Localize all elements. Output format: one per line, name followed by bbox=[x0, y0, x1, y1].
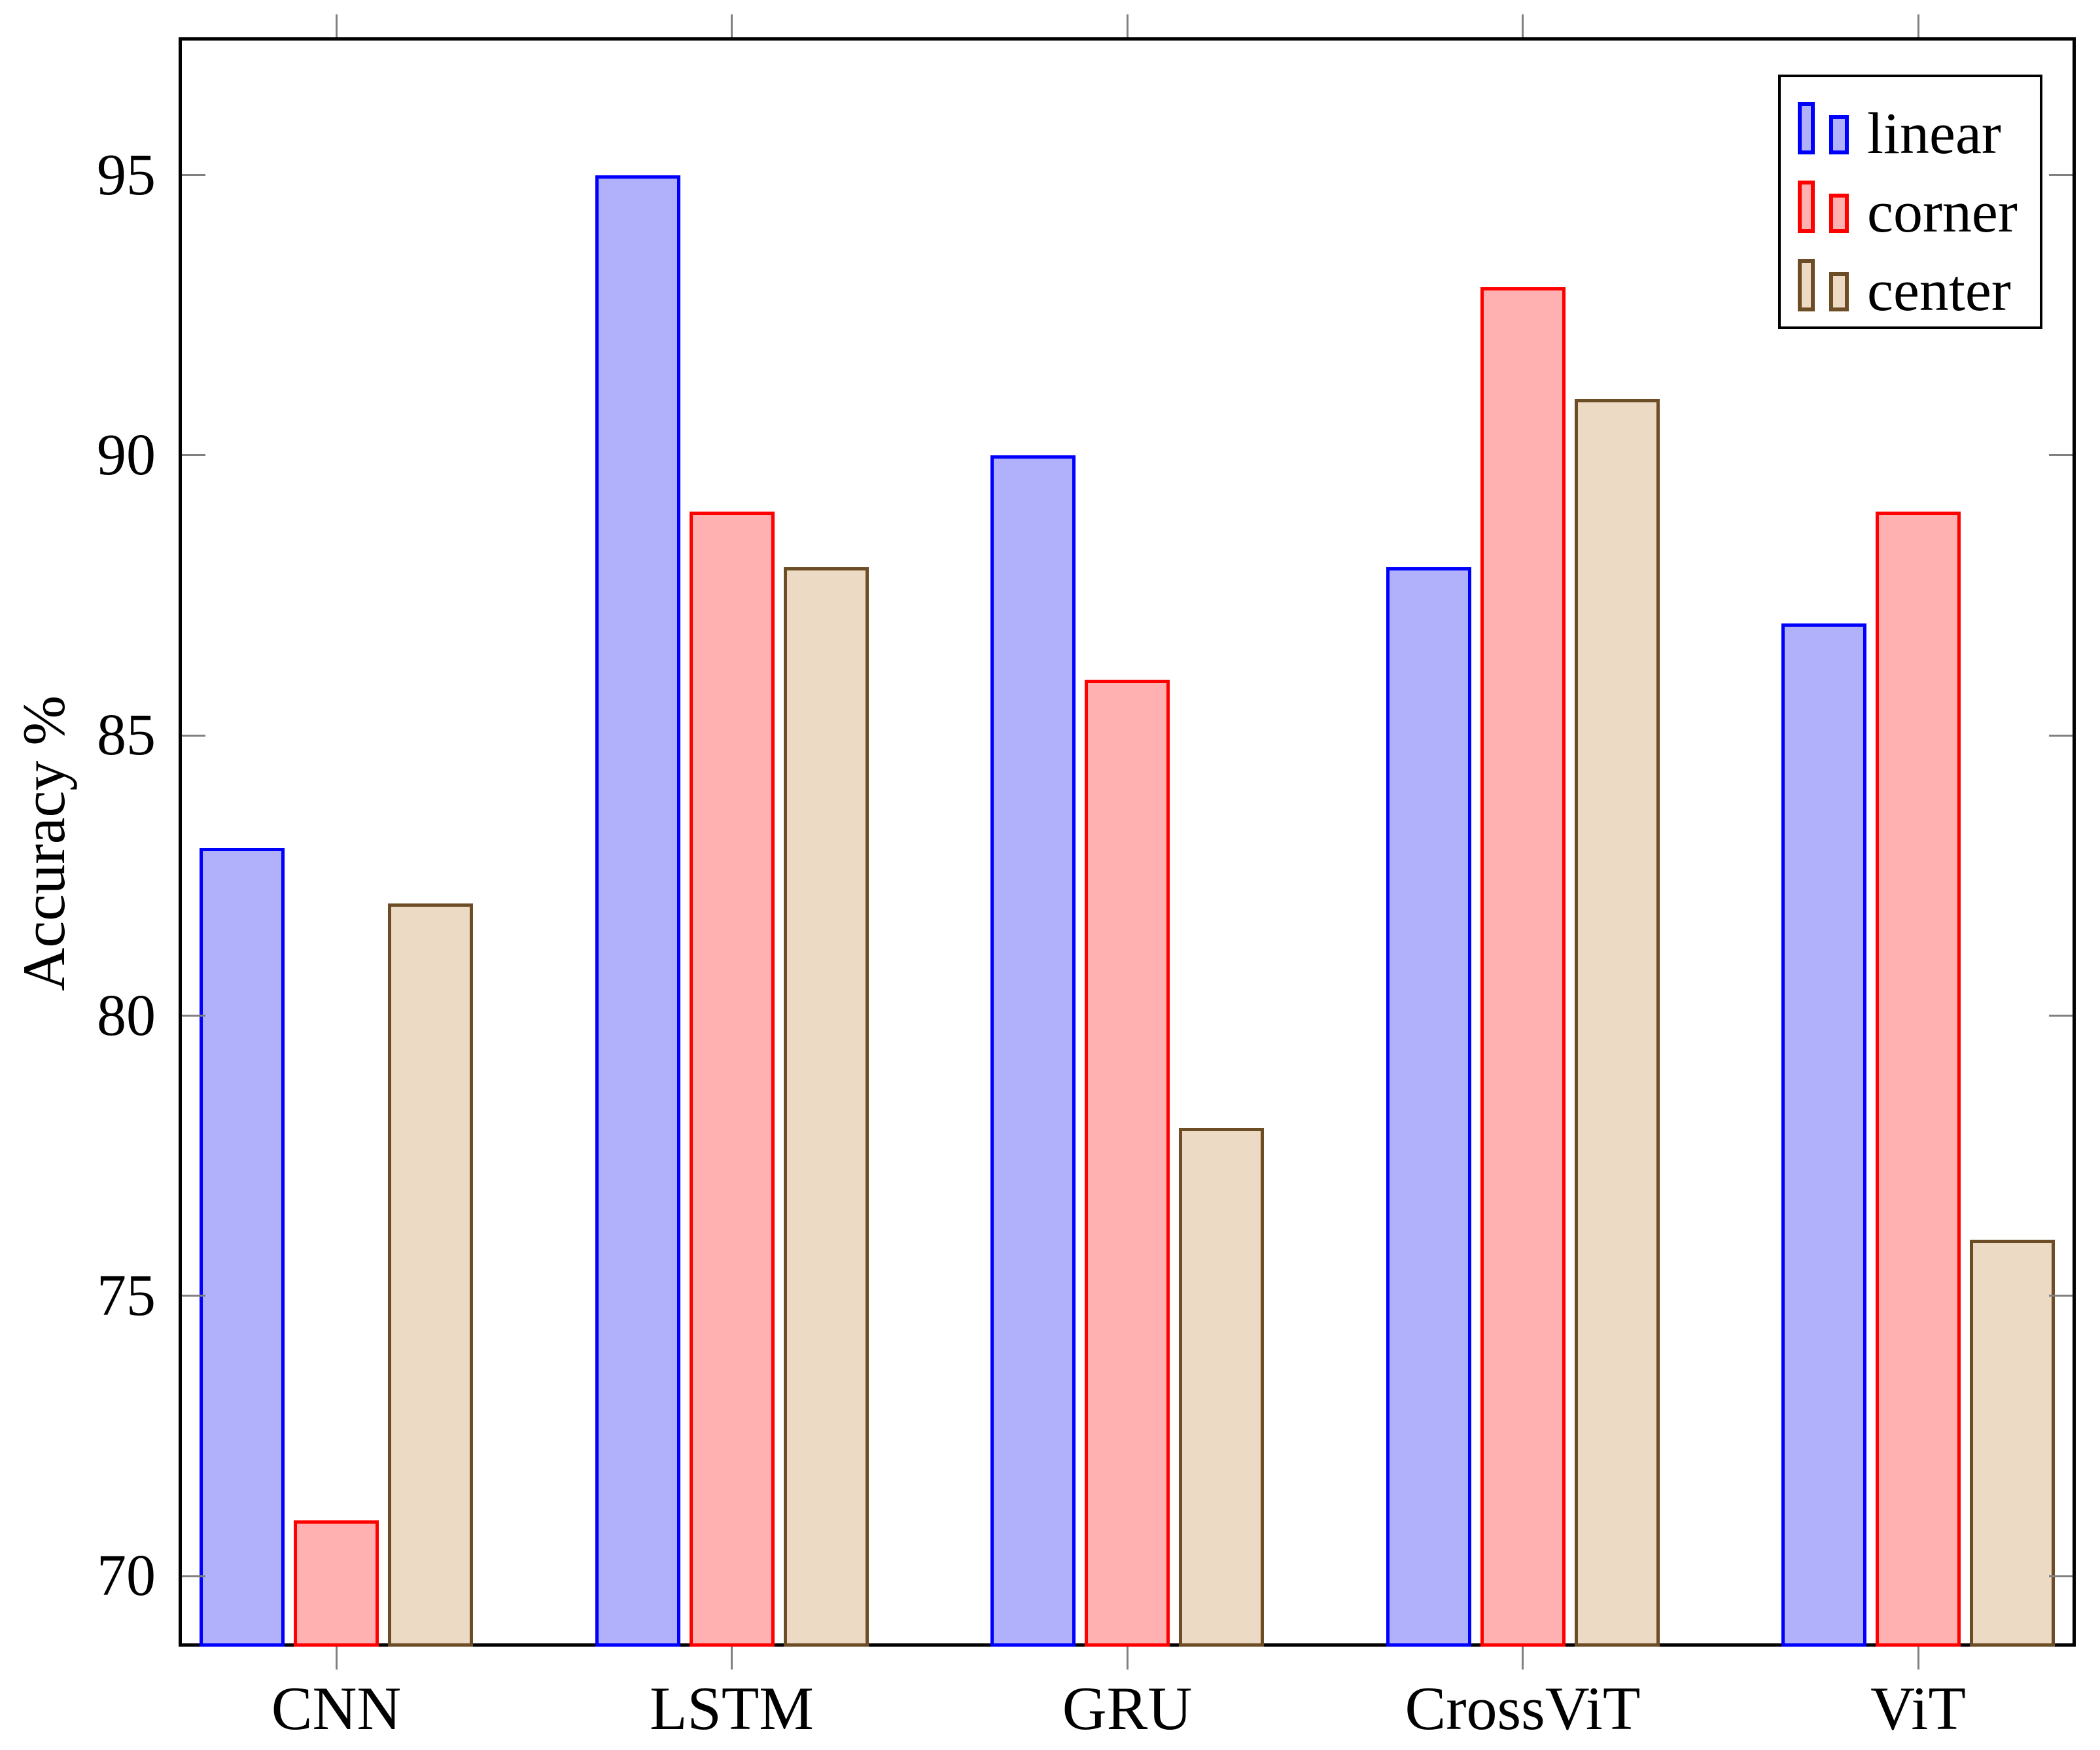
bar-ViT-center bbox=[1970, 1240, 2055, 1647]
plot-area bbox=[182, 41, 2073, 1647]
x-tick-top-GRU bbox=[1126, 14, 1129, 37]
y-tick-right-75 bbox=[2049, 1295, 2073, 1297]
legend-swatch-bar bbox=[1798, 181, 1815, 233]
y-tick-right-85 bbox=[2049, 734, 2073, 737]
y-tick-right-95 bbox=[2049, 174, 2073, 177]
x-tick-top-ViT bbox=[1917, 14, 1919, 37]
legend-swatch-bar bbox=[1798, 259, 1815, 311]
legend-swatch-bar bbox=[1829, 115, 1849, 154]
bar-LSTM-corner bbox=[689, 511, 775, 1647]
x-tick-top-LSTM bbox=[731, 14, 733, 37]
bar-CNN-corner bbox=[294, 1520, 379, 1647]
y-tick-left-85 bbox=[182, 734, 205, 737]
plot-box bbox=[179, 37, 2076, 1647]
y-tick-label-85: 85 bbox=[97, 703, 156, 768]
legend-entry-center: center bbox=[1798, 246, 2040, 324]
legend-swatch-icon-corner bbox=[1798, 181, 1849, 233]
x-tick-bottom-GRU bbox=[1126, 1647, 1129, 1670]
y-tick-left-80 bbox=[182, 1015, 205, 1017]
bar-GRU-center bbox=[1179, 1127, 1264, 1647]
x-category-label-CrossViT: CrossViT bbox=[1405, 1675, 1641, 1743]
legend-swatch-bar bbox=[1829, 194, 1849, 233]
y-tick-right-90 bbox=[2049, 454, 2073, 457]
y-tick-left-75 bbox=[182, 1295, 205, 1297]
y-tick-label-95: 95 bbox=[97, 142, 156, 207]
bar-CrossViT-corner bbox=[1480, 287, 1566, 1647]
y-tick-label-70: 70 bbox=[97, 1543, 156, 1609]
y-tick-right-80 bbox=[2049, 1015, 2073, 1017]
y-tick-label-90: 90 bbox=[97, 422, 156, 487]
y-tick-left-90 bbox=[182, 454, 205, 457]
legend-swatch-icon-center bbox=[1798, 259, 1849, 311]
legend-box: linear corner center bbox=[1778, 75, 2042, 329]
bar-ViT-corner bbox=[1876, 511, 1961, 1647]
x-tick-bottom-CNN bbox=[335, 1647, 338, 1670]
x-tick-bottom-LSTM bbox=[731, 1647, 733, 1670]
x-tick-bottom-CrossViT bbox=[1522, 1647, 1524, 1670]
x-tick-top-CNN bbox=[335, 14, 338, 37]
x-tick-top-CrossViT bbox=[1522, 14, 1524, 37]
x-category-label-CNN: CNN bbox=[271, 1675, 402, 1743]
bar-GRU-corner bbox=[1085, 679, 1170, 1647]
bar-CrossViT-center bbox=[1574, 399, 1660, 1647]
x-category-label-LSTM: LSTM bbox=[650, 1675, 814, 1743]
legend-label-linear: linear bbox=[1867, 101, 2001, 166]
x-category-label-ViT: ViT bbox=[1870, 1675, 1966, 1743]
bar-ViT-linear bbox=[1781, 623, 1866, 1647]
y-tick-right-70 bbox=[2049, 1575, 2073, 1577]
bar-CrossViT-linear bbox=[1386, 567, 1471, 1647]
x-tick-bottom-ViT bbox=[1917, 1647, 1919, 1670]
bar-LSTM-linear bbox=[595, 175, 680, 1647]
legend-swatch-bar bbox=[1798, 102, 1815, 154]
bar-GRU-linear bbox=[990, 455, 1076, 1647]
legend-entry-corner: corner bbox=[1798, 167, 2040, 246]
legend-label-corner: corner bbox=[1867, 180, 2018, 245]
legend-swatch-icon-linear bbox=[1798, 102, 1849, 154]
y-tick-label-75: 75 bbox=[97, 1263, 156, 1328]
bar-CNN-linear bbox=[200, 847, 285, 1647]
legend-entry-linear: linear bbox=[1798, 89, 2040, 167]
bar-LSTM-center bbox=[783, 567, 869, 1647]
legend-swatch-bar bbox=[1829, 272, 1849, 311]
y-tick-label-80: 80 bbox=[97, 983, 156, 1048]
y-tick-left-95 bbox=[182, 174, 205, 177]
y-tick-left-70 bbox=[182, 1575, 205, 1577]
legend-label-center: center bbox=[1867, 258, 2011, 323]
x-category-label-GRU: GRU bbox=[1062, 1675, 1193, 1743]
bar-CNN-center bbox=[388, 903, 473, 1647]
